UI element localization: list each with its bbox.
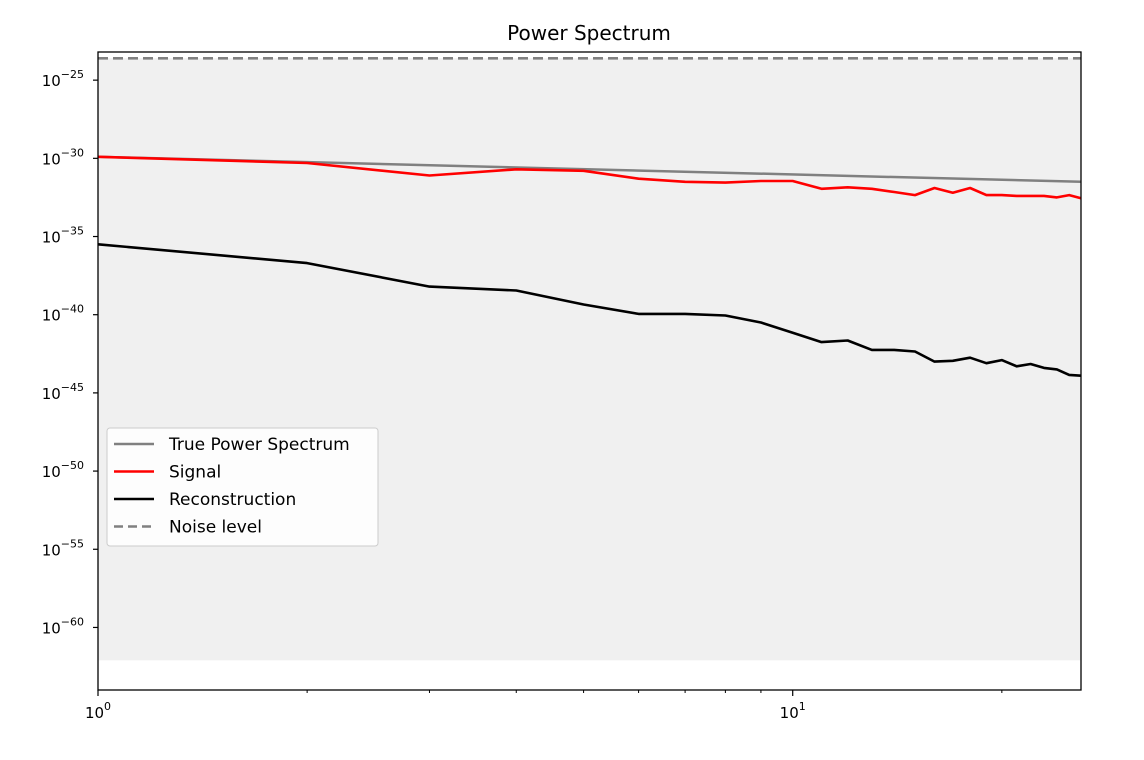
axes-ticks: 10−25 10−30 10−35 10−40 10−45 10−50 10−55 10−60… [42, 68, 1003, 722]
y-tick-label: 10−35 [42, 225, 84, 247]
axes-frame [97, 51, 1082, 691]
y-tick-label: 10−50 [42, 459, 84, 481]
legend-label-noise-level: Noise level [169, 518, 262, 538]
chart-title: Power Spectrum [507, 21, 671, 45]
y-tick-label: 10−45 [42, 381, 84, 403]
series-line-signal [97, 155, 1082, 200]
x-tick-label: 100 [85, 700, 111, 722]
y-tick-label: 10−30 [42, 146, 84, 168]
y-tick-label: 10−25 [42, 68, 84, 90]
x-tick-label: 101 [780, 700, 806, 722]
legend-label-reconstruction: Reconstruction [169, 490, 296, 510]
y-tick-label: 10−55 [42, 537, 84, 559]
legend-label-signal: Signal [169, 463, 221, 483]
y-tick-label: 10−60 [42, 615, 84, 637]
plot-area [97, 56, 1082, 661]
series-line-reconstruction [97, 243, 1082, 377]
legend: True Power Spectrum Signal Reconstruction N… [106, 427, 379, 547]
shaded-band [98, 58, 1081, 661]
legend-box [106, 427, 379, 547]
y-tick-label: 10−40 [42, 303, 84, 325]
legend-label-true-power-spectrum: True Power Spectrum [168, 435, 350, 455]
